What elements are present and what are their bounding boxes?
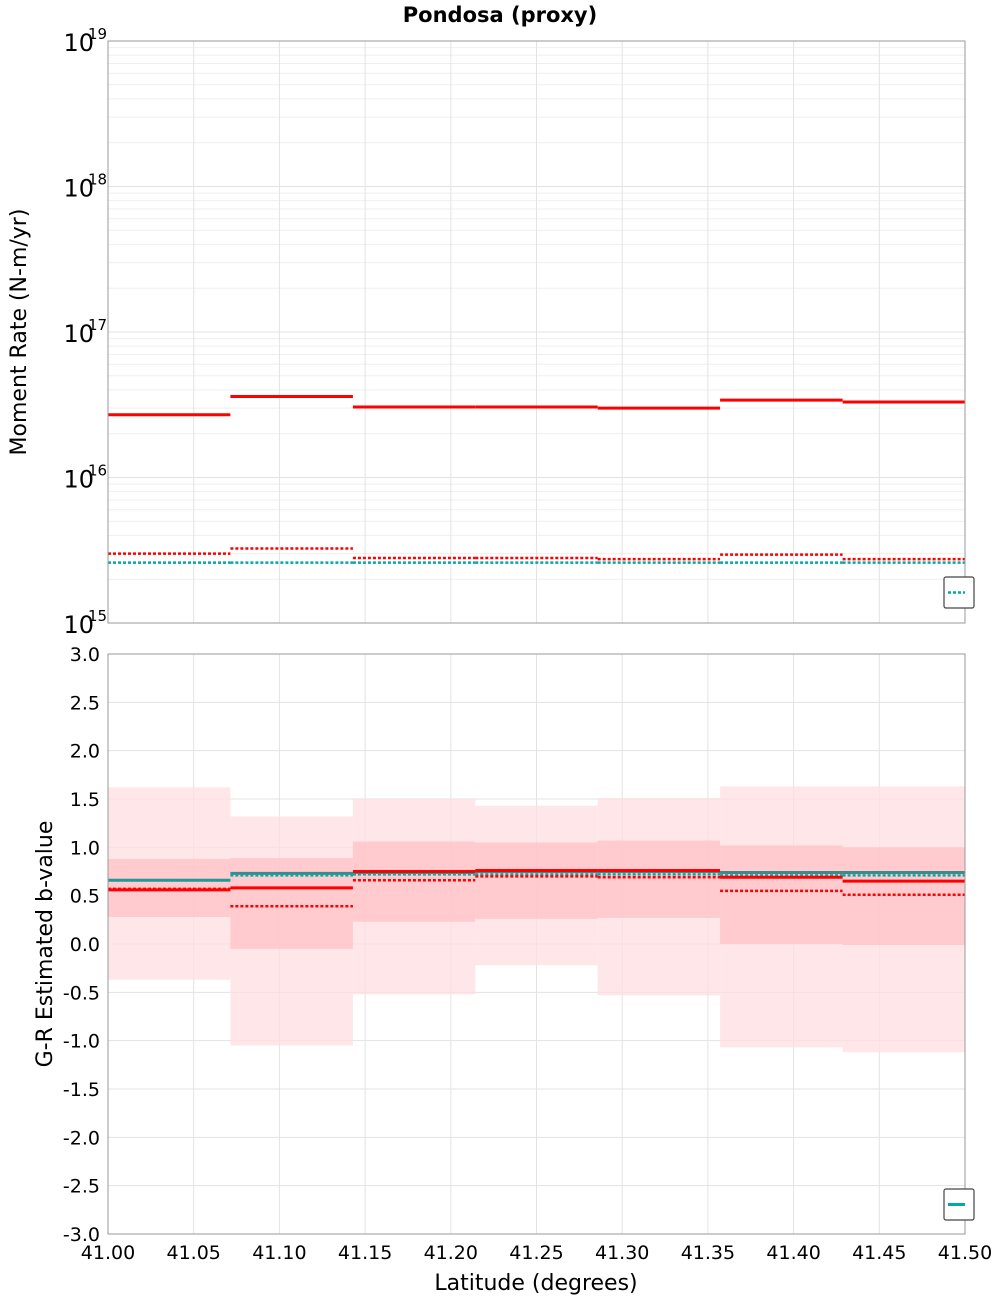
plot-frame: [107, 40, 966, 624]
chart-title: Pondosa (proxy): [403, 3, 597, 27]
y-tick-label: 10: [63, 320, 94, 348]
y-tick-label: -2.5: [63, 1176, 100, 1198]
y-tick-label: 10: [63, 611, 94, 639]
b-value-y-label: G-R Estimated b-value: [33, 821, 58, 1068]
y-tick-label: -1.0: [63, 1031, 100, 1053]
x-tick-label: 41.50: [938, 1242, 992, 1264]
y-tick-label: -3.0: [63, 1224, 100, 1246]
x-tick-label: 41.25: [509, 1242, 563, 1264]
x-tick-label: 41.30: [595, 1242, 649, 1264]
y-tick-exponent: 19: [88, 25, 107, 43]
uncertainty-band-bin: [475, 842, 598, 919]
uncertainty-band-bin: [842, 847, 965, 945]
moment-rate-y-label: Moment Rate (N-m/yr): [7, 209, 32, 456]
y-tick-label: -0.5: [63, 982, 100, 1004]
b-value-plot: -3.0 -2.5 -2.0 -1.5 -1.0 -0.5 0.0 0.5 1.0 1.5 2.0 2…: [63, 644, 992, 1264]
uncertainty-band-bin: [352, 841, 476, 922]
y-tick-label: -2.0: [63, 1127, 100, 1149]
y-tick-label: 1.5: [70, 789, 100, 811]
x-tick-label: 41.20: [424, 1242, 478, 1264]
y-tick-label: 10: [63, 466, 94, 494]
y-tick-label: 0.0: [70, 934, 100, 956]
x-tick-label: 41.10: [252, 1242, 306, 1264]
x-tick-label: 41.00: [81, 1242, 135, 1264]
uncertainty-band-bin: [230, 857, 353, 949]
y-tick-label: 3.0: [70, 644, 100, 666]
y-tick-exponent: 18: [88, 171, 107, 189]
y-tick-exponent: 15: [88, 607, 107, 625]
x-tick-label: 41.40: [766, 1242, 820, 1264]
y-tick-label: 0.5: [70, 886, 100, 908]
x-tick-label: 41.45: [852, 1242, 906, 1264]
plot-frame: [107, 653, 966, 1235]
y-tick-label: 2.0: [70, 741, 100, 763]
y-tick-label: 2.5: [70, 692, 100, 714]
y-tick-label: 10: [63, 175, 94, 203]
uncertainty-band-bin: [597, 840, 721, 918]
y-tick-exponent: 16: [88, 462, 107, 480]
y-tick-label: -1.5: [63, 1079, 100, 1101]
x-axis-label: Latitude (degrees): [434, 1271, 637, 1296]
y-tick-exponent: 17: [88, 316, 107, 334]
uncertainty-band-bin: [720, 845, 843, 944]
x-tick-label: 41.15: [338, 1242, 392, 1264]
x-tick-label: 41.05: [166, 1242, 220, 1264]
y-tick-label: 10: [63, 29, 94, 57]
x-tick-label: 41.35: [681, 1242, 735, 1264]
y-tick-label: 1.0: [70, 837, 100, 859]
